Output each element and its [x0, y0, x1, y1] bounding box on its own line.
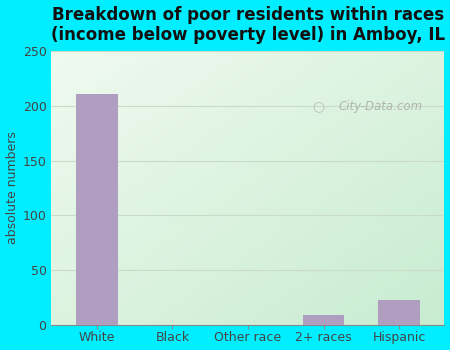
Bar	[303, 315, 344, 324]
Title: Breakdown of poor residents within races
(income below poverty level) in Amboy, : Breakdown of poor residents within races…	[51, 6, 445, 44]
Y-axis label: absolute numbers: absolute numbers	[5, 132, 18, 244]
Text: City-Data.com: City-Data.com	[338, 99, 423, 113]
Bar	[76, 94, 117, 324]
Bar	[378, 300, 420, 324]
Text: ○: ○	[313, 99, 325, 113]
